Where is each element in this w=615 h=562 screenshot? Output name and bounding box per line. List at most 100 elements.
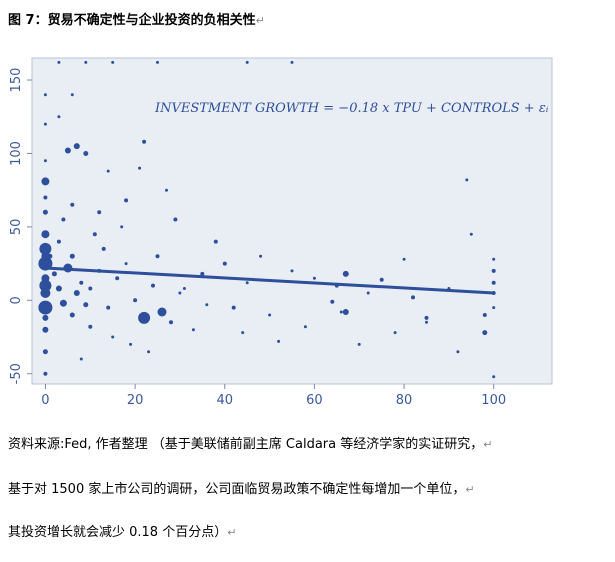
scatter-point: [245, 281, 249, 285]
scatter-point: [157, 307, 167, 317]
scatter-point: [41, 252, 50, 261]
fit-line: [45, 266, 494, 295]
chart-axes: 0 20 40 60 80 100 -50 0 50 100 150: [9, 68, 506, 408]
scatter-point: [83, 302, 89, 308]
x-tick-label: 100: [481, 393, 506, 408]
scatter-point: [56, 239, 61, 244]
scatter-point: [213, 239, 218, 244]
scatter-point: [43, 122, 47, 126]
y-tick-label: -50: [9, 363, 24, 384]
scatter-point: [84, 60, 88, 64]
scatter-point: [268, 313, 272, 317]
paragraph-mark: ↵: [483, 438, 493, 451]
scatter-point: [379, 277, 384, 282]
scatter-point: [73, 143, 80, 150]
scatter-point: [492, 257, 496, 261]
scatter-point: [106, 305, 111, 310]
x-tick-label: 40: [216, 393, 233, 408]
paragraph-mark: ↵: [227, 526, 237, 539]
scatter-point: [173, 217, 178, 222]
scatter-point: [43, 195, 48, 200]
scatter-point: [43, 371, 48, 376]
scatter-point: [51, 271, 57, 277]
scatter-point: [69, 253, 75, 259]
scatter-point: [169, 320, 173, 325]
source-line-3-text: 其投资增长就会减少 0.18 个百分点）: [8, 525, 228, 540]
source-line-3: 其投资增长就会减少 0.18 个百分点）↵: [8, 521, 236, 540]
scatter-point: [491, 280, 496, 285]
x-tick-label: 60: [306, 393, 323, 408]
scatter-point: [303, 325, 307, 329]
scatter-point: [491, 268, 496, 273]
source-line-2: 基于对 1500 家上市公司的调研，公司面临贸易政策不确定性每增加一个单位，↵: [8, 478, 475, 497]
scatter-point: [106, 169, 110, 173]
scatter-point: [124, 262, 128, 266]
scatter-point: [205, 303, 209, 307]
scatter-point: [64, 147, 71, 154]
y-tick-label: 50: [9, 219, 24, 236]
scatter-point: [231, 305, 236, 310]
scatter-point: [425, 320, 428, 324]
scatter-point: [200, 271, 205, 276]
source-line-1-text: 资料来源:Fed, 作者整理 （基于美联储前副主席 Caldara 等经济学家的…: [8, 437, 484, 452]
scatter-point: [241, 331, 245, 335]
scatter-point: [312, 276, 316, 280]
scatter-point: [138, 311, 151, 324]
scatter-point: [70, 93, 74, 97]
scatter-point: [156, 60, 159, 64]
scatter-chart: 0 20 40 60 80 100 -50 0 50 100 150 INVESTMENT GROW…: [9, 57, 553, 408]
scatter-point: [469, 232, 473, 236]
y-tick-label: 150: [9, 68, 24, 93]
scatter-point: [41, 177, 50, 186]
scatter-point: [38, 300, 53, 315]
scatter-point: [147, 350, 151, 354]
paragraph-mark: ↵: [465, 483, 475, 496]
scatter-point: [101, 246, 106, 251]
scatter-point: [482, 330, 488, 336]
source-line-2-text: 基于对 1500 家上市公司的调研，公司面临贸易政策不确定性每增加一个单位，: [8, 482, 466, 497]
scatter-point: [57, 60, 61, 64]
scatter-point: [165, 188, 168, 192]
scatter-point: [59, 299, 67, 307]
scatter-point: [47, 253, 53, 259]
scatter-point: [245, 60, 249, 64]
scatter-point: [57, 115, 61, 119]
scatter-point: [182, 287, 186, 290]
figure-title: 图 7：贸易不确定性与企业投资的负相关性↵: [8, 9, 265, 28]
scatter-point: [42, 209, 48, 215]
scatter-point: [88, 286, 93, 291]
scatter-point: [259, 254, 263, 258]
scatter-point: [155, 254, 160, 259]
equation-annotation: INVESTMENT GROWTH = −0.18 x TPU + CONTRO…: [154, 101, 549, 116]
scatter-point: [138, 166, 142, 170]
scatter-point: [115, 276, 120, 281]
scatter-point: [133, 298, 138, 303]
scatter-point: [42, 349, 48, 355]
scatter-point: [73, 290, 80, 296]
scatter-point: [277, 339, 281, 343]
scatter-point: [42, 314, 49, 321]
x-tick-label: 20: [127, 393, 144, 408]
y-tick-label: 100: [9, 141, 24, 166]
source-line-1: 资料来源:Fed, 作者整理 （基于美联储前副主席 Caldara 等经济学家的…: [8, 433, 492, 452]
scatter-point: [43, 93, 47, 97]
scatter-point: [61, 217, 66, 222]
scatter-point: [330, 299, 335, 304]
scatter-point: [178, 291, 182, 295]
chart-marks: [38, 60, 496, 379]
scatter-point: [465, 178, 469, 182]
scatter-point: [482, 313, 487, 317]
scatter-point: [79, 280, 84, 285]
scatter-point: [40, 288, 51, 298]
scatter-point: [55, 285, 62, 292]
scatter-point: [492, 375, 496, 379]
scatter-point: [43, 159, 47, 163]
figure-title-text: 图 7：贸易不确定性与企业投资的负相关性: [8, 13, 256, 28]
scatter-point: [342, 309, 349, 315]
scatter-point: [366, 291, 370, 295]
scatter-point: [69, 312, 75, 318]
scatter-point: [92, 232, 97, 237]
scatter-point: [393, 331, 397, 335]
scatter-point: [290, 60, 294, 64]
scatter-point: [97, 210, 102, 215]
